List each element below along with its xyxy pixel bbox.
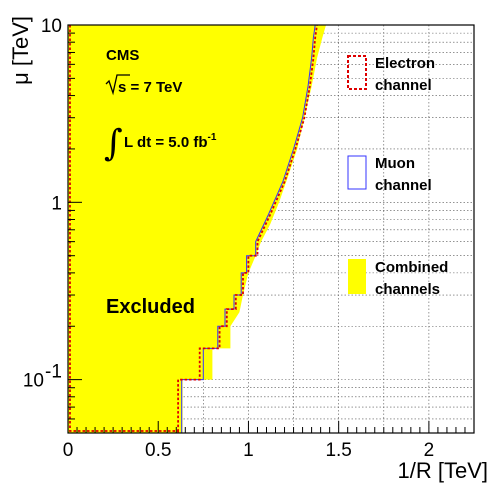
legend-electron-line1: Electron: [375, 55, 435, 72]
x-tick-label: 0.5: [145, 440, 171, 461]
legend: Electron channel Muon channel Combined chan…: [347, 55, 448, 298]
x-tick-label: 1: [243, 440, 254, 461]
integral-sign: ∫: [104, 123, 123, 164]
legend-combined-line2: channels: [375, 281, 440, 298]
y-tick-label: 10: [23, 371, 44, 392]
energy-value: = 7 TeV: [126, 79, 182, 96]
legend-muon-line2: channel: [375, 177, 432, 194]
legend-muon-line1: Muon: [375, 155, 415, 172]
y-axis-title: μ [TeV]: [8, 16, 33, 85]
x-tick-label: 0: [63, 440, 74, 461]
x-axis-title: 1/R [TeV]: [398, 458, 488, 483]
axis-ticks: [67, 24, 475, 434]
muon-channel-line: [181, 24, 316, 433]
legend-muon-label: Muon channel: [375, 155, 432, 194]
electron-channel-line: [69, 24, 318, 433]
x-tick-label: 2: [424, 440, 435, 461]
y-tick-label-exponent: -1: [45, 362, 62, 383]
legend-electron-swatch: [347, 55, 367, 90]
annotations: CMS s = 7 TeV ∫ L dt = 5.0 fb-1 Excluded: [104, 47, 217, 318]
experiment-label: CMS: [106, 47, 139, 64]
combined-excluded-area: [68, 25, 326, 433]
lumi-value: L dt = 5.0 fb: [124, 134, 208, 151]
legend-combined-swatch: [348, 259, 366, 294]
y-tick-label: 10: [41, 16, 62, 37]
legend-combined-line1: Combined: [375, 259, 448, 276]
legend-electron-line2: channel: [375, 77, 432, 94]
lumi-label: L dt = 5.0 fb-1: [124, 132, 217, 151]
legend-electron-label: Electron channel: [375, 55, 435, 94]
legend-muon-swatch: [347, 155, 367, 190]
plot-frame: [67, 24, 475, 434]
x-tick-label: 1.5: [325, 440, 351, 461]
excluded-label: Excluded: [106, 296, 195, 318]
legend-combined-label: Combined channels: [375, 259, 448, 298]
lumi-exponent: -1: [208, 132, 217, 143]
energy-s: s: [118, 79, 126, 96]
y-tick-label: 1: [51, 193, 62, 214]
energy-label: s = 7 TeV: [118, 79, 182, 96]
sqrt-sign: [105, 74, 130, 96]
